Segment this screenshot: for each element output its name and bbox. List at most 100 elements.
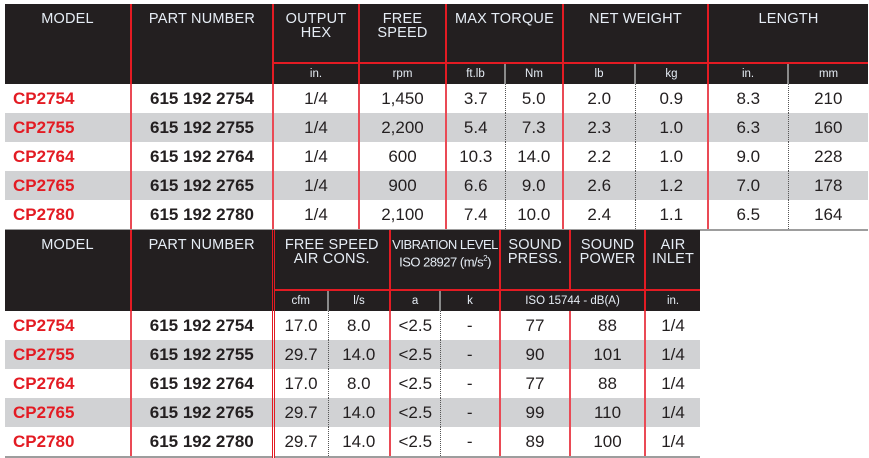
value-cell: 88 xyxy=(569,311,646,340)
unit-label: a xyxy=(389,289,441,311)
value-cell: 29.7 xyxy=(271,340,328,369)
value-cell: 1/4 xyxy=(272,171,359,200)
value-cell: 2.3 xyxy=(562,113,635,142)
specs-table-torque-weight: MODEL PART NUMBER OUTPUT HEX FREE SPEED MAX TO… xyxy=(5,4,869,231)
model-cell: CP2755 xyxy=(5,113,131,142)
value-cell: 1,450 xyxy=(358,84,446,113)
model-cell: CP2765 xyxy=(5,171,131,200)
value-cell: 7.4 xyxy=(445,200,505,231)
column-header-part-number: PART NUMBER xyxy=(130,4,273,84)
value-cell: 14.0 xyxy=(327,427,391,458)
column-header-length: LENGTH xyxy=(707,4,869,63)
value-cell: 2.4 xyxy=(562,200,635,231)
header-row: MODEL PART NUMBER OUTPUT HEX FREE SPEED MAX TO… xyxy=(5,4,869,84)
value-cell: 2,200 xyxy=(358,113,446,142)
column-header-max-torque: MAX TORQUE xyxy=(445,4,563,63)
value-cell: 1.0 xyxy=(634,142,709,171)
column-header-air-inlet: AIR INLET xyxy=(644,230,701,290)
value-cell: 178 xyxy=(787,171,869,200)
value-cell: 89 xyxy=(499,427,571,458)
value-cell: 29.7 xyxy=(271,427,328,458)
unit-label: k xyxy=(439,289,501,311)
table-row: CP2780 615 192 2780 1/4 2,100 7.4 10.0 2.4 1.1 6… xyxy=(5,200,869,231)
model-cell: CP2765 xyxy=(5,398,131,427)
value-cell: <2.5 xyxy=(389,369,441,398)
unit-label: in. xyxy=(272,62,359,84)
value-cell: 29.7 xyxy=(271,398,328,427)
value-cell: - xyxy=(439,340,501,369)
value-cell: 1/4 xyxy=(644,427,701,458)
column-header-vibration-level-iso-28927-m-s: VIBRATION LEVEL ISO 28927 (m/s2) xyxy=(389,230,501,290)
value-cell: 1/4 xyxy=(644,311,701,340)
value-cell: 99 xyxy=(499,398,571,427)
value-cell: 14.0 xyxy=(327,340,391,369)
value-cell: 1/4 xyxy=(644,398,701,427)
column-header-sound-power: SOUND POWER xyxy=(569,230,646,290)
table-row: CP2765 615 192 2765 29.7 14.0 <2.5-99 110 1/4 xyxy=(5,398,701,427)
value-cell: 90 xyxy=(499,340,571,369)
value-cell: 17.0 xyxy=(271,311,328,340)
units-row: in. rpm ft.lb Nm lb kg in. mm xyxy=(5,62,869,84)
column-header-net-weight: NET WEIGHT xyxy=(561,4,709,63)
table-row: CP2754 615 192 2754 17.0 8.0 <2.5-77 88 1/4 xyxy=(5,311,701,340)
unit-label: lb xyxy=(562,62,635,84)
value-cell: 77 xyxy=(499,311,571,340)
value-cell: 1/4 xyxy=(272,200,359,231)
column-header-model: MODEL xyxy=(5,230,131,311)
value-cell: 6.5 xyxy=(707,200,789,231)
column-header-part-number: PART NUMBER xyxy=(130,230,273,311)
part-number-cell: 615 192 2755 xyxy=(130,340,273,369)
model-cell: CP2755 xyxy=(5,340,131,369)
column-header-sound-press: SOUND PRESS. xyxy=(499,230,571,290)
value-cell: 9.0 xyxy=(707,142,789,171)
value-cell: 2,100 xyxy=(358,200,446,231)
unit-label: in. xyxy=(707,62,789,84)
value-cell: 1/4 xyxy=(272,113,359,142)
unit-label: Nm xyxy=(504,62,563,84)
value-cell: 5.4 xyxy=(445,113,505,142)
units-row: cfm l/s a k ISO 15744 - dB(A) in. xyxy=(5,289,701,311)
unit-label: ft.lb xyxy=(445,62,505,84)
value-cell: 7.3 xyxy=(504,113,563,142)
value-cell: 17.0 xyxy=(271,369,328,398)
value-cell: <2.5 xyxy=(389,427,441,458)
column-header-free-speed-air-cons: FREE SPEED AIR CONS. xyxy=(271,230,391,290)
unit-label: rpm xyxy=(358,62,446,84)
value-cell: 3.7 xyxy=(445,84,505,113)
value-cell: 9.0 xyxy=(504,171,563,200)
table-row: CP2755 615 192 2755 1/4 2,200 5.4 7.3 2.3 1.0 6.… xyxy=(5,113,869,142)
value-cell: 600 xyxy=(358,142,446,171)
value-cell: 1/4 xyxy=(272,142,359,171)
unit-label: kg xyxy=(633,62,709,84)
value-cell: - xyxy=(439,398,501,427)
value-cell: 88 xyxy=(569,369,646,398)
value-cell: 164 xyxy=(787,200,869,231)
column-header-output-hex: OUTPUT HEX xyxy=(272,4,359,63)
part-number-cell: 615 192 2780 xyxy=(130,200,273,231)
column-header-model: MODEL xyxy=(5,4,131,84)
column-header-free-speed: FREE SPEED xyxy=(358,4,446,63)
table-row: CP2765 615 192 2765 1/4 900 6.6 9.0 2.6 1.2 7.0 1… xyxy=(5,171,869,200)
part-number-cell: 615 192 2764 xyxy=(130,369,273,398)
value-cell: 2.6 xyxy=(562,171,635,200)
value-cell: 7.0 xyxy=(707,171,789,200)
unit-label: l/s xyxy=(326,289,391,311)
table-row: CP2754 615 192 2754 1/4 1,450 3.7 5.0 2.0 0.9 8.… xyxy=(5,84,869,113)
value-cell: 1.1 xyxy=(634,200,709,231)
unit-label: cfm xyxy=(271,289,328,311)
part-number-cell: 615 192 2754 xyxy=(130,311,273,340)
value-cell: - xyxy=(439,369,501,398)
value-cell: 2.0 xyxy=(562,84,635,113)
part-number-cell: 615 192 2754 xyxy=(130,84,273,113)
header-row: MODEL PART NUMBER FREE SPEED AIR CONS. VIBRA… xyxy=(5,230,701,311)
part-number-cell: 615 192 2755 xyxy=(130,113,273,142)
unit-label: in. xyxy=(644,289,701,311)
table-row: CP2755 615 192 2755 29.7 14.0 <2.5-90 101 1/4 xyxy=(5,340,701,369)
table-row: CP2764 615 192 2764 1/4 600 10.3 14.0 2.2 1.0 9.… xyxy=(5,142,869,171)
value-cell: 8.0 xyxy=(327,311,391,340)
unit-label: ISO 15744 - dB(A) xyxy=(499,289,646,311)
model-cell: CP2764 xyxy=(13,373,75,393)
value-cell: 77 xyxy=(499,369,571,398)
table-row: CP2780 615 192 2780 29.7 14.0 <2.5-89 100 1/4 xyxy=(5,427,701,458)
value-cell: <2.5 xyxy=(389,311,441,340)
